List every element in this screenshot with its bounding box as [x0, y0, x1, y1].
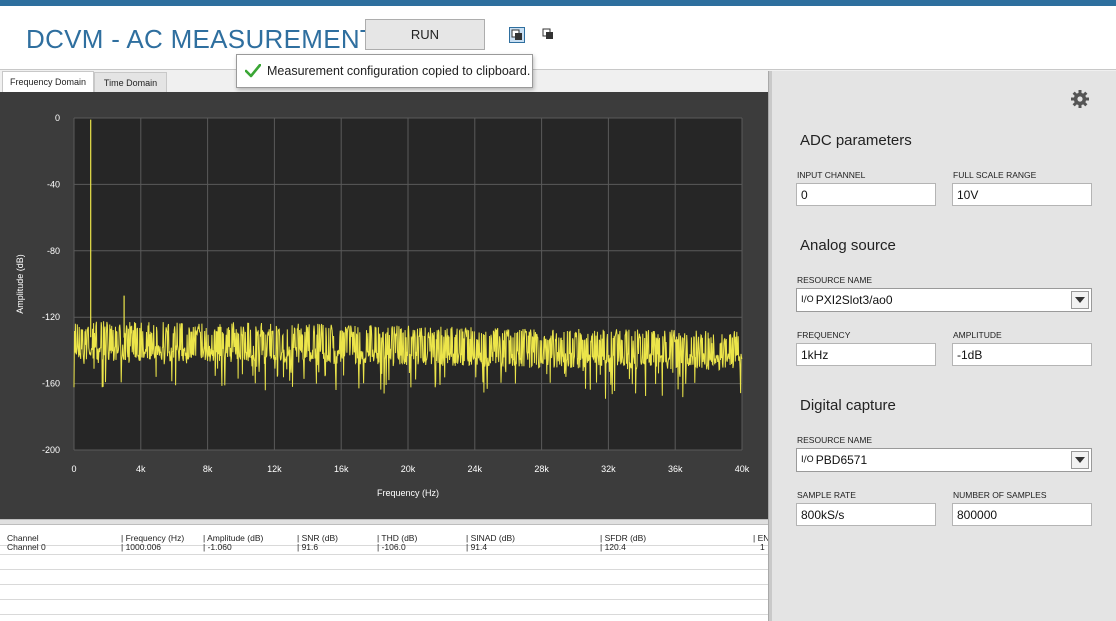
amplitude-label: AMPLITUDE	[953, 330, 1002, 340]
chevron-down-icon[interactable]	[1071, 291, 1089, 309]
results-table: Channel | Frequency (Hz) | Amplitude (dB…	[0, 525, 768, 621]
cell-thd: | -106.0	[377, 542, 406, 552]
run-button[interactable]: RUN	[365, 19, 485, 50]
toast-message: Measurement configuration copied to clip…	[267, 64, 531, 78]
digital-resource-dropdown[interactable]: I/O PBD6571	[796, 448, 1092, 472]
col-sfdr[interactable]: | SFDR (dB)	[600, 533, 647, 543]
input-channel-field[interactable]: 0	[796, 183, 936, 206]
tab-frequency-domain[interactable]: Frequency Domain	[2, 71, 94, 92]
cell-amplitude: | -1.060	[203, 542, 232, 552]
col-sinad[interactable]: | SINAD (dB)	[466, 533, 515, 543]
x-tick-label: 20k	[401, 464, 416, 474]
amplitude-field[interactable]: -1dB	[952, 343, 1092, 366]
gear-icon[interactable]	[1070, 89, 1090, 109]
settings-panel: ADC parameters INPUT CHANNEL 0 FULL SCAL…	[772, 71, 1116, 621]
x-tick-label: 40k	[735, 464, 750, 474]
cell-snr: | 91.6	[297, 542, 319, 552]
y-tick-label: -160	[42, 379, 60, 389]
frequency-label: FREQUENCY	[797, 330, 851, 340]
spectrum-plot-area: 0 4k 8k 12k 16k 20k 24k 28k 32k 36k 40k 0 -40 -80 -120…	[0, 92, 768, 519]
col-en[interactable]: | EN	[753, 533, 768, 543]
x-tick-label: 8k	[203, 464, 213, 474]
x-axis-label: Frequency (Hz)	[377, 488, 439, 498]
full-scale-range-field[interactable]: 10V	[952, 183, 1092, 206]
adc-section-title: ADC parameters	[800, 132, 912, 149]
digital-section-title: Digital capture	[800, 397, 896, 414]
y-axis-label: Amplitude (dB)	[15, 254, 25, 314]
table-row-empty	[0, 570, 768, 585]
top-accent-bar	[0, 0, 1116, 6]
analog-resource-label: RESOURCE NAME	[797, 275, 873, 285]
y-tick-label: -40	[47, 179, 60, 189]
table-row-empty	[0, 600, 768, 615]
col-thd[interactable]: | THD (dB)	[377, 533, 418, 543]
table-row[interactable]: Channel 0 | 1000.006 | -1.060 | 91.6 | -…	[0, 540, 768, 555]
x-tick-label: 28k	[534, 464, 549, 474]
col-amplitude[interactable]: | Amplitude (dB)	[203, 533, 264, 543]
full-scale-range-label: FULL SCALE RANGE	[953, 170, 1037, 180]
num-samples-label: NUMBER OF SAMPLES	[953, 490, 1047, 500]
io-resource-icon: I/O	[801, 295, 814, 305]
table-row-empty	[0, 585, 768, 600]
analog-section-title: Analog source	[800, 237, 896, 254]
checkmark-icon	[245, 64, 261, 78]
frequency-field[interactable]: 1kHz	[796, 343, 936, 366]
cell-frequency: | 1000.006	[121, 542, 162, 552]
cell-en: 1	[760, 542, 765, 552]
panel-splitter[interactable]	[768, 71, 772, 621]
results-table-header: Channel | Frequency (Hz) | Amplitude (dB…	[0, 531, 768, 546]
table-row-empty	[0, 555, 768, 570]
app-title: DCVM - AC MEASUREMENT	[26, 24, 377, 54]
cell-sinad: | 91.4	[466, 542, 488, 552]
tab-time-domain[interactable]: Time Domain	[94, 72, 167, 92]
col-channel[interactable]: Channel	[7, 533, 39, 543]
clipboard-toast: Measurement configuration copied to clip…	[236, 54, 533, 88]
num-samples-field[interactable]: 800000	[952, 503, 1092, 526]
x-tick-label: 4k	[136, 464, 146, 474]
io-resource-icon: I/O	[801, 455, 814, 465]
x-tick-label: 36k	[668, 464, 683, 474]
x-tick-label: 32k	[601, 464, 616, 474]
noise-floor-trace	[73, 321, 743, 399]
copy-config-icon[interactable]	[509, 27, 525, 43]
sample-rate-label: SAMPLE RATE	[797, 490, 856, 500]
x-tick-label: 24k	[468, 464, 483, 474]
col-frequency[interactable]: | Frequency (Hz)	[121, 533, 185, 543]
analog-resource-value: PXI2Slot3/ao0	[815, 293, 893, 307]
analog-resource-dropdown[interactable]: I/O PXI2Slot3/ao0	[796, 288, 1092, 312]
chevron-down-icon[interactable]	[1071, 451, 1089, 469]
cell-channel: Channel 0	[7, 542, 46, 552]
header: DCVM - AC MEASUREMENT RUN	[0, 6, 1116, 70]
cell-sfdr: | 120.4	[600, 542, 626, 552]
y-tick-label: -120	[42, 312, 60, 322]
x-tick-label: 12k	[267, 464, 282, 474]
spectrum-chart[interactable]: 0 4k 8k 12k 16k 20k 24k 28k 32k 36k 40k 0 -40 -80 -120…	[0, 92, 768, 519]
x-tick-label: 0	[71, 464, 76, 474]
paste-config-icon[interactable]	[541, 27, 557, 43]
sample-rate-field[interactable]: 800kS/s	[796, 503, 936, 526]
plot-table-splitter[interactable]	[0, 519, 768, 525]
digital-resource-value: PBD6571	[815, 453, 868, 467]
x-tick-label: 16k	[334, 464, 349, 474]
y-tick-label: 0	[55, 113, 60, 123]
digital-resource-label: RESOURCE NAME	[797, 435, 873, 445]
col-snr[interactable]: | SNR (dB)	[297, 533, 338, 543]
input-channel-label: INPUT CHANNEL	[797, 170, 866, 180]
y-tick-label: -200	[42, 445, 60, 455]
y-tick-label: -80	[47, 246, 60, 256]
